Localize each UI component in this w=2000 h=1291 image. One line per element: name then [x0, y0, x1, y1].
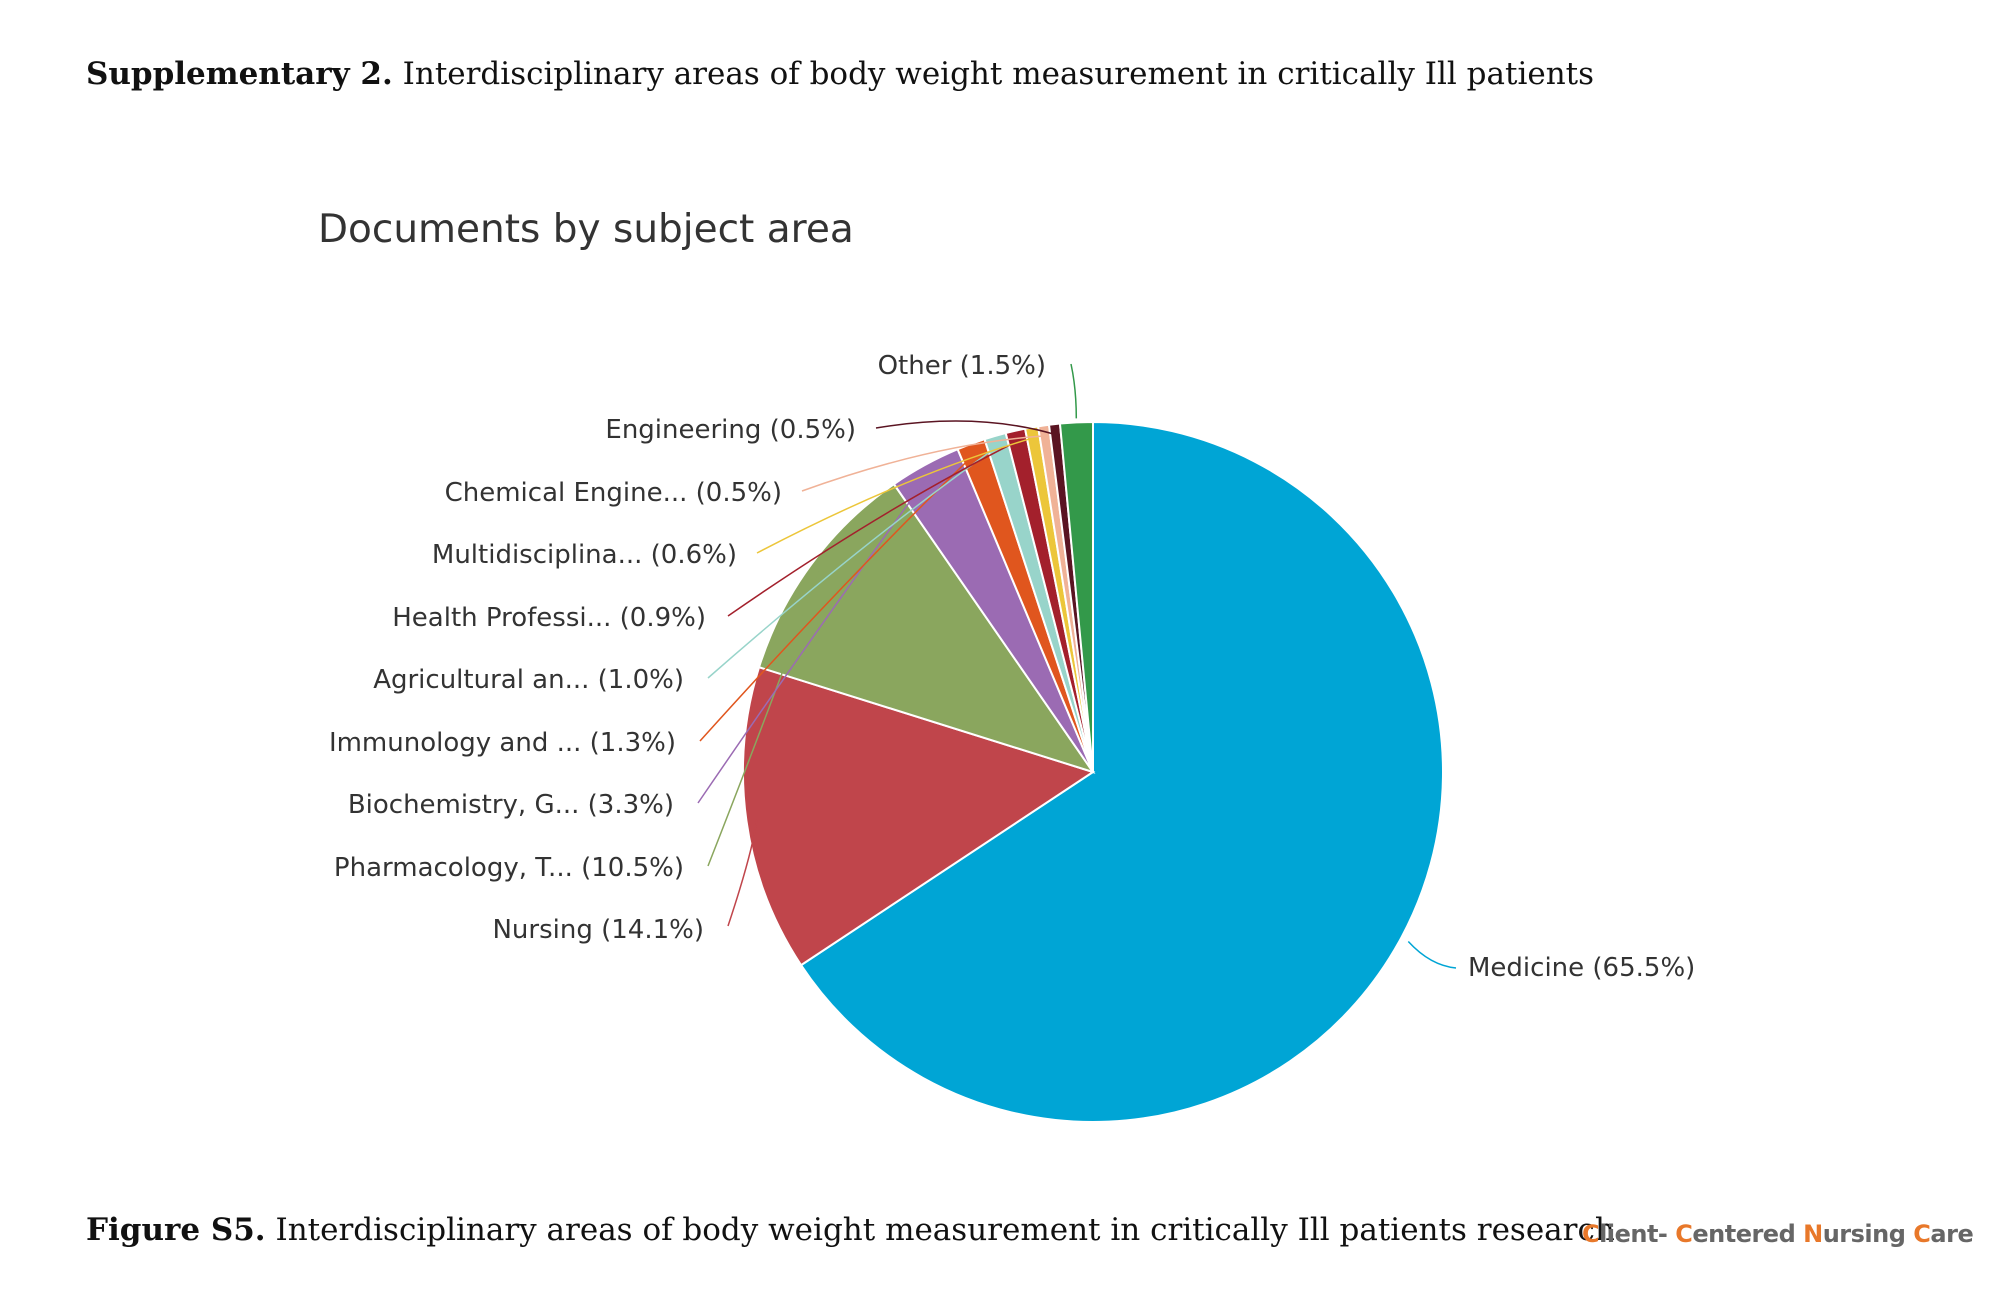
slice-label-chemical-engine: Chemical Engine... (0.5%) [445, 478, 782, 508]
leader-lines [697, 363, 1457, 969]
leader-line-engineering [875, 420, 1056, 436]
leader-line-medicine [1407, 940, 1457, 969]
figure-caption-text: Interdisciplinary areas of body weight m… [265, 1212, 1615, 1248]
figure-caption: Figure S5. Interdisciplinary areas of bo… [86, 1212, 1615, 1248]
slice-label-other: Other (1.5%) [878, 351, 1046, 381]
leader-line-chemical-engine [801, 435, 1046, 492]
slice-label-nursing: Nursing (14.1%) [492, 915, 704, 945]
slice-label-biochemistry-g: Biochemistry, G... (3.3%) [348, 790, 674, 820]
leader-line-other [1070, 363, 1078, 419]
slice-label-multidisciplina: Multidisciplina... (0.6%) [432, 540, 737, 570]
slice-label-immunology-and: Immunology and ... (1.3%) [329, 728, 676, 758]
supplementary-heading: Supplementary 2. Interdisciplinary areas… [86, 56, 1594, 92]
pie-slice-medicine [799, 420, 1444, 1123]
pie-slice-nursing [742, 665, 1096, 967]
pie-slice-other [1058, 420, 1094, 773]
supplementary-heading-label: Supplementary 2. [86, 56, 393, 92]
slice-label-pharmacology-t: Pharmacology, T... (10.5%) [334, 853, 684, 883]
supplementary-heading-text: Interdisciplinary areas of body weight m… [392, 56, 1595, 92]
leader-line-nursing [727, 819, 758, 927]
chart-title: Documents by subject area [318, 207, 854, 252]
figure-caption-label: Figure S5. [86, 1212, 266, 1248]
journal-logo: Client- Centered Nursing Care [1582, 1220, 1974, 1248]
slice-label-medicine: Medicine (65.5%) [1468, 953, 1695, 983]
slice-label-health-professi: Health Professi... (0.9%) [392, 603, 706, 633]
leader-line-agricultural-an [707, 445, 999, 679]
slice-label-agricultural-an: Agricultural an... (1.0%) [373, 665, 684, 695]
leader-line-health-professi [727, 440, 1019, 617]
leader-line-pharmacology-t [707, 570, 821, 867]
leader-line-biochemistry-g [697, 473, 931, 804]
slice-labels: Medicine (65.5%) Nursing (14.1%) Pharmacol… [329, 351, 1695, 983]
pie-slices [742, 420, 1444, 1123]
slice-label-engineering: Engineering (0.5%) [605, 415, 856, 445]
leader-line-multidisciplina [756, 437, 1034, 554]
